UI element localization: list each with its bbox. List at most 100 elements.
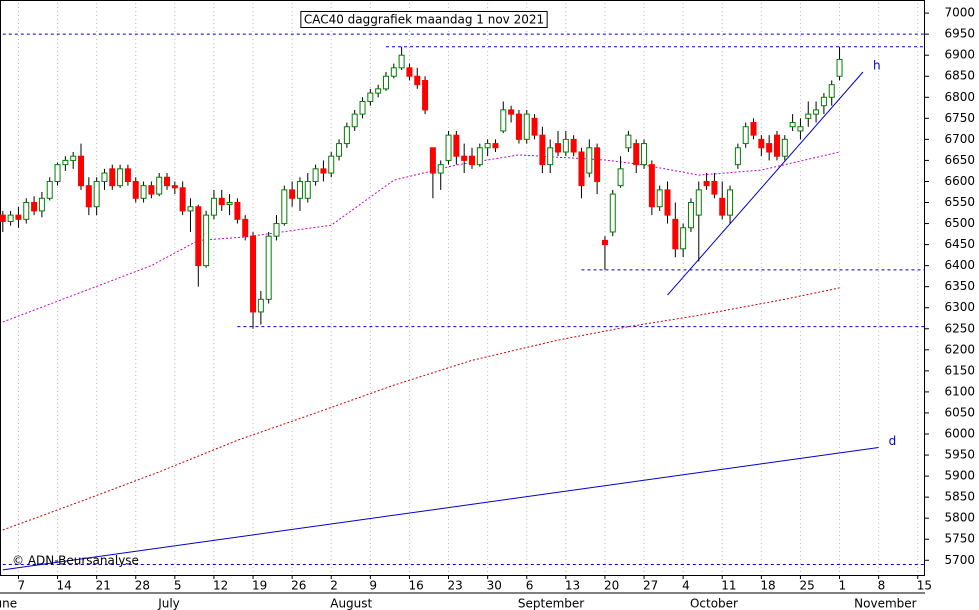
candle-body — [648, 164, 655, 208]
candle-body — [633, 143, 640, 166]
x-tick-label: 16 — [408, 579, 423, 593]
y-tick-label: 5950 — [944, 448, 975, 462]
candle-body — [250, 235, 257, 313]
x-tick-label: 28 — [135, 579, 150, 593]
candle-body — [70, 155, 77, 161]
y-tick-label: 6900 — [944, 48, 975, 62]
y-tick-label: 6400 — [944, 258, 975, 272]
candle-body — [289, 189, 296, 199]
month-label: September — [518, 597, 584, 610]
candle-body — [429, 147, 436, 174]
x-tick-label: 25 — [799, 579, 814, 593]
x-tick-label: 4 — [682, 579, 690, 593]
candle-body — [570, 138, 577, 153]
candle-body — [304, 180, 311, 199]
candle-body — [813, 109, 820, 115]
y-tick-label: 6800 — [944, 90, 975, 104]
y-tick-label: 6350 — [944, 279, 975, 293]
candle-body — [367, 92, 374, 102]
x-tick-label: 26 — [291, 579, 306, 593]
candle-body — [484, 143, 491, 149]
x-tick-label: 7 — [17, 579, 25, 593]
y-tick-label: 6950 — [944, 27, 975, 41]
candle-body — [7, 214, 14, 222]
y-tick-label: 5900 — [944, 469, 975, 483]
month-label: June — [0, 597, 17, 610]
candle-body — [210, 197, 217, 216]
y-tick-label: 6450 — [944, 237, 975, 251]
candle-body — [312, 168, 319, 182]
x-tick-label: 18 — [760, 579, 775, 593]
candle-body — [296, 180, 303, 199]
candle-body — [406, 67, 413, 77]
candle-body — [375, 88, 382, 94]
candle-body — [109, 168, 116, 187]
candle-body — [797, 126, 804, 132]
candle-body — [187, 206, 194, 212]
candle-body — [38, 197, 45, 212]
x-tick-label: 14 — [57, 579, 72, 593]
candle-body — [437, 164, 444, 174]
candle-body — [195, 206, 202, 267]
x-tick-label: 8 — [878, 579, 886, 593]
plot-frame — [0, 0, 925, 576]
x-tick-label: 9 — [369, 579, 377, 593]
candle-body — [265, 235, 272, 300]
candle-body — [343, 126, 350, 145]
candle-body — [609, 193, 616, 233]
x-tick-label: 6 — [526, 579, 534, 593]
x-tick-label: 11 — [721, 579, 736, 593]
candle-body — [117, 168, 124, 187]
x-tick-label: 19 — [252, 579, 267, 593]
candle-body — [62, 159, 69, 166]
month-label: November — [854, 597, 916, 610]
candle-body — [461, 155, 468, 161]
x-tick-label: 2 — [330, 579, 338, 593]
y-tick-label: 6850 — [944, 69, 975, 83]
candle-body — [101, 172, 108, 182]
y-tick-label: 6050 — [944, 405, 975, 419]
y-tick-label: 6500 — [944, 216, 975, 230]
month-label: July — [157, 597, 180, 610]
candle-body — [734, 147, 741, 166]
candle-body — [179, 187, 186, 212]
x-tick-label: 30 — [487, 579, 502, 593]
candle-body — [132, 180, 139, 199]
moving-average — [2, 287, 840, 531]
candle-body — [85, 185, 92, 208]
candle-body — [281, 189, 288, 225]
candle-body — [234, 202, 241, 220]
candle-body — [328, 155, 335, 174]
candle-body — [805, 113, 812, 119]
y-tick-label: 6200 — [944, 342, 975, 356]
y-tick-label: 6250 — [944, 321, 975, 335]
candle-body — [766, 143, 773, 153]
candle-body — [351, 113, 358, 128]
candle-body — [140, 185, 147, 199]
candle-body — [742, 126, 749, 145]
month-label: October — [690, 597, 738, 610]
x-tick-label: 13 — [565, 579, 580, 593]
candle-body — [680, 227, 687, 250]
candle-body — [500, 109, 507, 132]
candle-body — [242, 218, 249, 237]
candle-body — [398, 54, 405, 69]
x-tick-label: 15 — [917, 579, 932, 593]
candle-body — [703, 180, 710, 187]
candle-body — [148, 185, 155, 195]
candle-body — [641, 143, 648, 166]
candle-body — [78, 155, 84, 187]
candle-body — [820, 96, 827, 107]
candle-body — [773, 134, 780, 157]
candle-body — [515, 113, 522, 140]
y-tick-label: 5800 — [944, 511, 975, 525]
y-tick-label: 6550 — [944, 195, 975, 209]
candle-body — [539, 134, 546, 166]
trendline-label: d — [889, 434, 897, 448]
y-tick-label: 6150 — [944, 363, 975, 377]
candle-body — [672, 218, 679, 250]
candle-body — [164, 176, 171, 187]
candle-body — [750, 122, 757, 136]
month-label: August — [330, 597, 372, 610]
